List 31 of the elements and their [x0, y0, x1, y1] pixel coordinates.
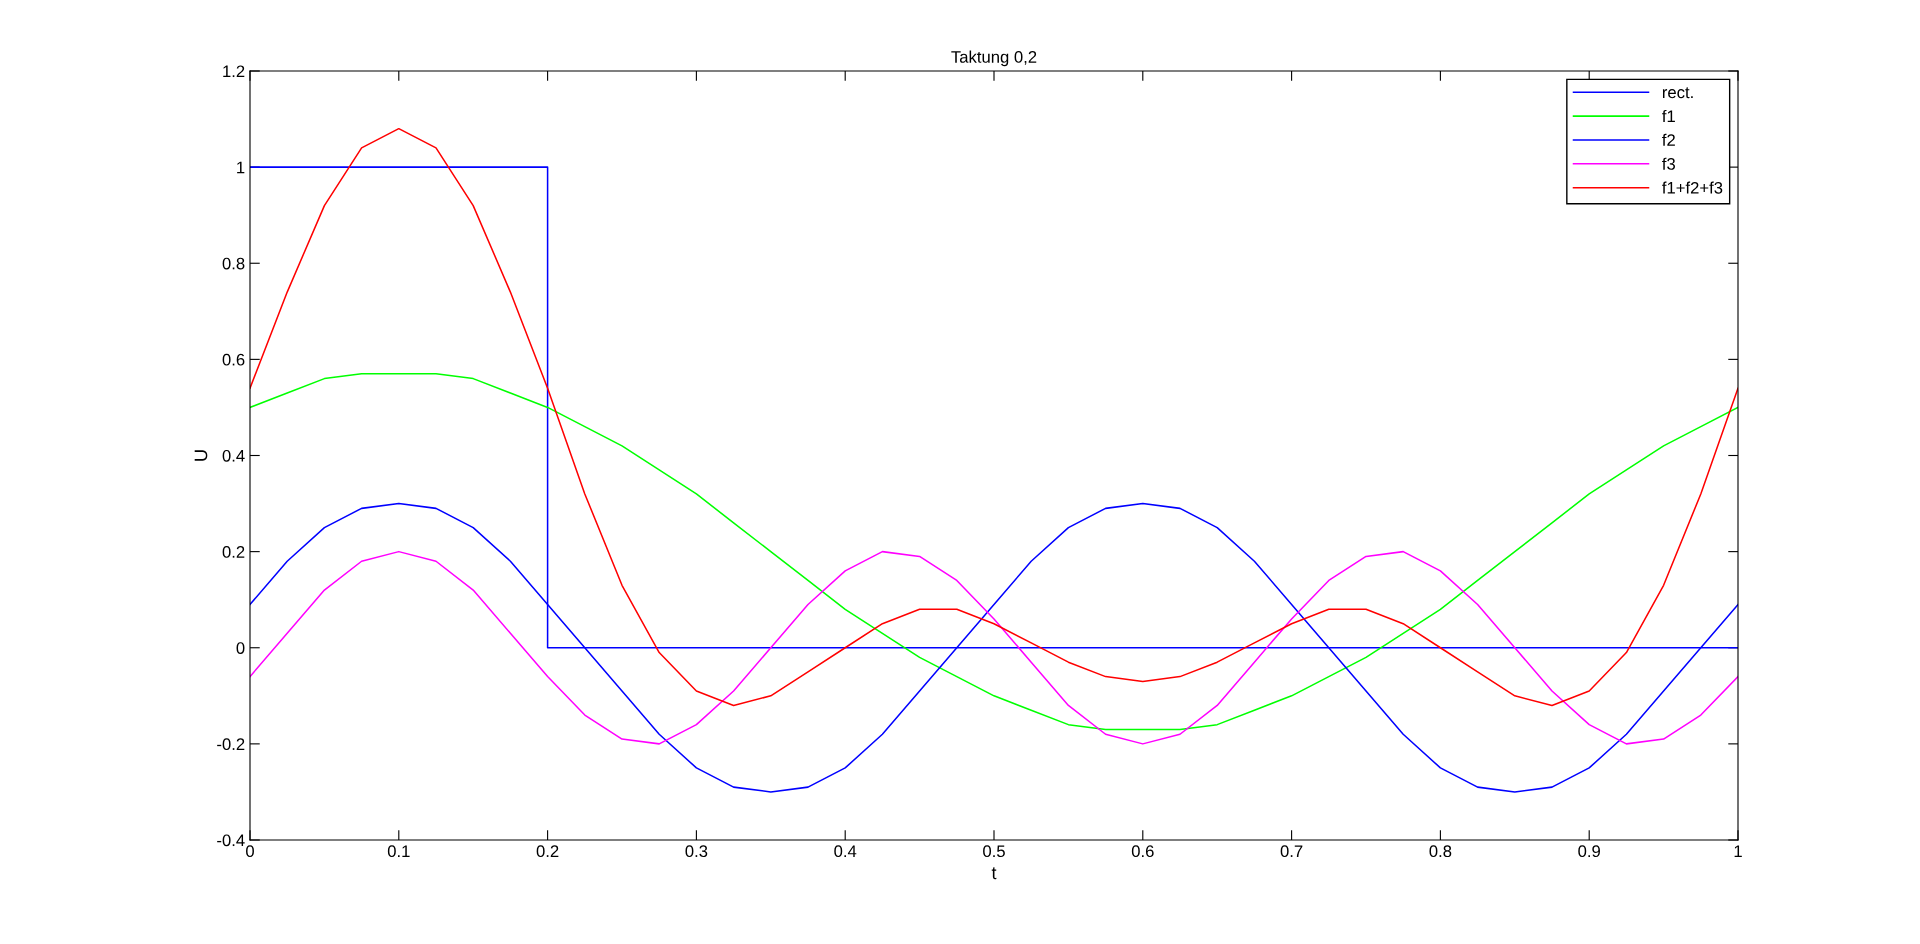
- x-tick-label: 0.9: [1578, 845, 1600, 858]
- y-tick-label: -0.2: [217, 738, 245, 751]
- legend-label: f3: [1662, 157, 1675, 170]
- legend-label: f1+f2+f3: [1662, 181, 1723, 194]
- y-tick-label: 0.2: [222, 546, 245, 558]
- legend-label: f2: [1662, 133, 1675, 146]
- x-tick-label: 0.6: [1131, 845, 1154, 858]
- line-series: [250, 373, 1738, 731]
- y-axis-title: U: [194, 450, 208, 461]
- x-tick-label: 1: [1734, 845, 1742, 857]
- y-tick-label: 0: [236, 642, 245, 654]
- x-tick-label: 0.7: [1280, 845, 1303, 858]
- y-tick-label: -0.4: [217, 834, 245, 847]
- y-tick-label: 1.2: [223, 65, 245, 78]
- line-series: [250, 127, 1738, 707]
- x-tick-label: 0: [246, 845, 254, 858]
- legend-label: rect.: [1662, 87, 1693, 99]
- chart-title: Taktung 0,2: [951, 50, 1037, 67]
- x-tick-label: 0.3: [685, 845, 708, 858]
- line-series: [250, 550, 1738, 745]
- x-tick-label: 0.5: [983, 845, 1005, 858]
- y-tick-label: 0.6: [222, 353, 245, 366]
- legend-label: f1: [1662, 109, 1675, 122]
- x-tick-label: 0.1: [387, 845, 410, 858]
- x-tick-label: 0.8: [1429, 845, 1452, 858]
- y-tick-label: 1: [237, 161, 245, 174]
- x-tick-label: 0.4: [834, 845, 857, 858]
- x-axis-title: t: [991, 867, 997, 880]
- y-tick-label: 0.4: [222, 449, 245, 462]
- x-tick-label: 0.2: [536, 845, 559, 858]
- y-tick-label: 0.8: [222, 257, 245, 270]
